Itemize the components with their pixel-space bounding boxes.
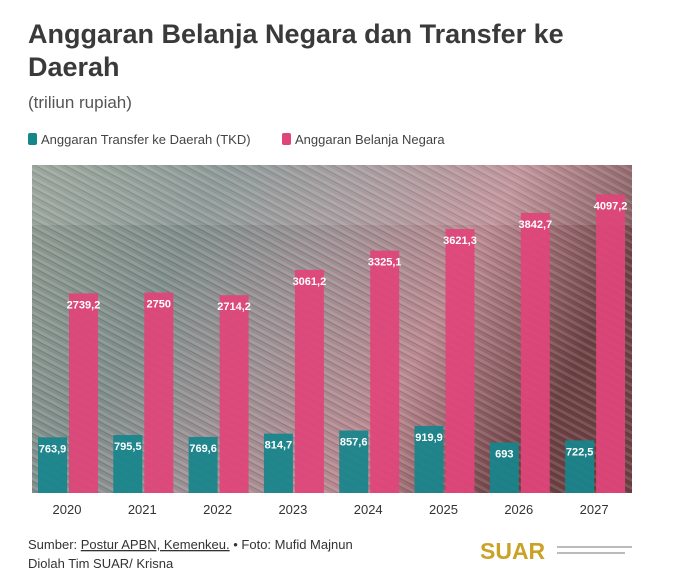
- value-label: 693: [495, 448, 513, 460]
- bar: [520, 212, 550, 494]
- bar: [263, 433, 293, 493]
- legend-swatch: [282, 133, 291, 145]
- bar: [489, 442, 519, 493]
- value-label: 2739,2: [67, 299, 101, 311]
- x-tick-label: 2026: [504, 502, 533, 517]
- x-tick-label: 2027: [580, 502, 609, 517]
- bar: [38, 437, 67, 493]
- source: Sumber: Postur APBN, Kemenkeu. • Foto: M…: [28, 537, 353, 552]
- x-tick-label: 2023: [278, 502, 307, 517]
- value-label: 4097,2: [594, 200, 628, 212]
- bar: [339, 430, 369, 493]
- bar: [69, 293, 98, 493]
- bar: [188, 436, 218, 493]
- chart-subtitle: (triliun rupiah): [28, 93, 132, 112]
- value-label: 2750: [147, 299, 171, 311]
- legend-label: Anggaran Transfer ke Daerah (TKD): [41, 132, 251, 147]
- source-prefix: Sumber:: [28, 537, 77, 552]
- legend: Anggaran Transfer ke Daerah (TKD) Anggara…: [28, 132, 445, 147]
- legend-label: Anggaran Belanja Negara: [295, 132, 445, 147]
- bar: [219, 295, 249, 493]
- bar: [370, 250, 400, 493]
- bar: [113, 435, 143, 493]
- bar: [144, 292, 174, 493]
- value-label: 769,6: [189, 443, 217, 455]
- value-label: 795,5: [114, 441, 142, 453]
- x-tick-label: 2020: [53, 502, 82, 517]
- source-photo: • Foto: Mufid Majnun: [233, 537, 352, 552]
- value-label: 857,6: [340, 436, 368, 448]
- legend-swatch: [28, 133, 37, 145]
- bar: [414, 425, 444, 493]
- bar: [445, 229, 475, 493]
- x-tick-label: 2022: [203, 502, 232, 517]
- credit: Diolah Tim SUAR/ Krisna: [28, 556, 174, 571]
- bar: [565, 440, 595, 493]
- value-label: 3325,1: [368, 257, 402, 269]
- value-label: 3842,7: [518, 219, 552, 231]
- bar: [596, 194, 626, 493]
- value-label: 3061,2: [293, 276, 327, 288]
- value-label: 3621,3: [443, 235, 477, 247]
- plot: 763,9 795,5 769,6 814,7 857,6 919,9 693 722,5 27…: [38, 194, 627, 517]
- x-tick-label: 2021: [128, 502, 157, 517]
- value-label: 814,7: [265, 440, 293, 452]
- logo: SUAR: [480, 538, 546, 564]
- x-tick-label: 2024: [354, 502, 383, 517]
- value-label: 919,9: [415, 432, 443, 444]
- value-label: 722,5: [566, 446, 594, 458]
- value-label: 2714,2: [217, 301, 251, 313]
- value-label: 763,9: [39, 443, 67, 455]
- x-tick-label: 2025: [429, 502, 458, 517]
- source-link[interactable]: Postur APBN, Kemenkeu.: [81, 537, 230, 552]
- bar: [294, 269, 324, 493]
- chart-title: Anggaran Belanja Negara dan Transfer ke …: [28, 19, 564, 82]
